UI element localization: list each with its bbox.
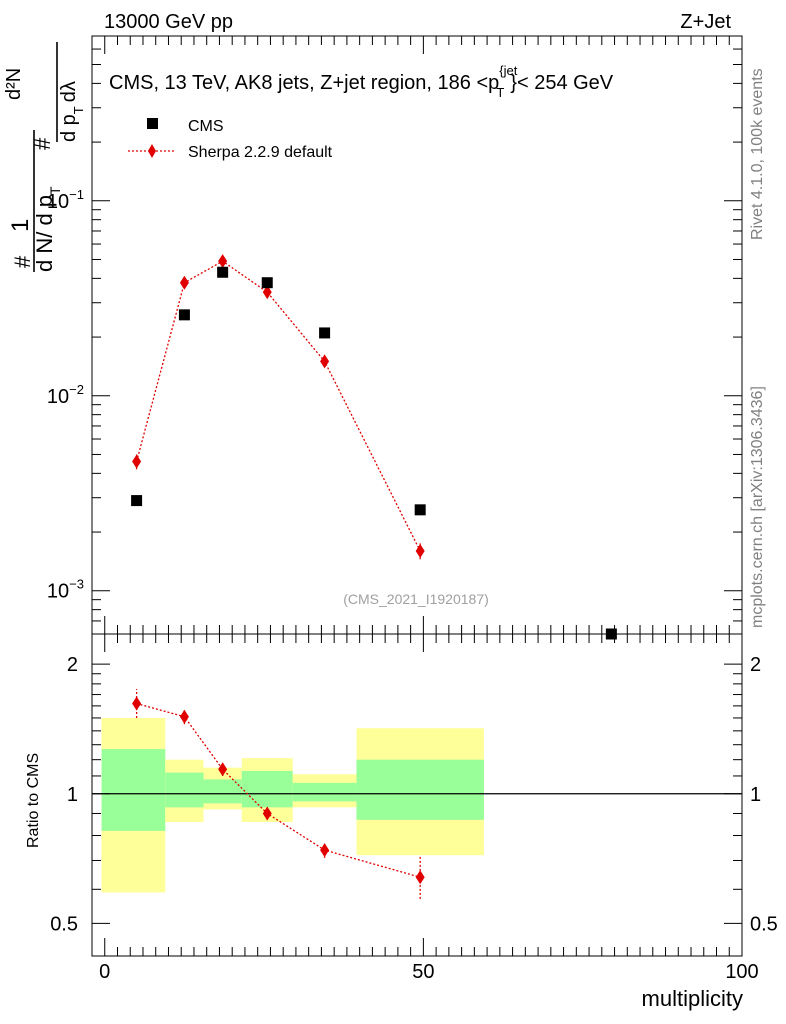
sherpa-point	[262, 285, 272, 300]
ratio-sherpa-point	[415, 870, 425, 885]
ylabel-numerator: d²N	[3, 68, 25, 100]
cms-point	[414, 504, 426, 516]
sherpa-point	[179, 275, 189, 290]
x-tick-label: 50	[412, 961, 434, 983]
ylabel-denominator: d N/ d pT	[32, 186, 63, 272]
band-green	[241, 770, 293, 808]
ratio-y-tick-label: 0.5	[50, 913, 78, 935]
ratio-y-tick-label: 2	[67, 654, 78, 676]
main-y-axis-label: # 1 d N/ d pT # d²N d pTdλ	[3, 42, 86, 272]
plot-title-main: CMS, 13 TeV, AK8 jets, Z+jet region, 186…	[109, 72, 499, 94]
plot-title-sub: T	[496, 85, 504, 100]
main-axis-ticks: 10−110−210−3	[47, 36, 743, 635]
ratio-plot-frame	[91, 633, 743, 957]
main-y-tick-label: 10−3	[47, 577, 84, 603]
ylabel-den-sub: T	[47, 186, 63, 195]
legend-cms-label: CMS	[188, 118, 224, 135]
ratio-sherpa-point	[262, 806, 272, 821]
x-tick-label: 100	[725, 961, 758, 983]
ylabel-den-main: d N/ d p	[32, 195, 57, 272]
ratio-y-tick-label-right: 1	[750, 784, 761, 806]
main-y-tick-label-exponent: −2	[69, 382, 84, 397]
legend-sherpa-marker	[148, 144, 156, 158]
ratio-sherpa-point	[132, 696, 142, 711]
ratio-sherpa-line	[136, 702, 421, 878]
plot-title: CMS, 13 TeV, AK8 jets, Z+jet region, 186…	[109, 63, 614, 100]
rivet-version-label: Rivet 4.1.0, 100k events	[749, 68, 766, 240]
ylabel-hash-2: #	[30, 137, 55, 150]
ratio-marks	[92, 689, 742, 899]
ratio-axis-ticks: 0.5 0.5 1 1 2 2 0 50 100	[50, 634, 778, 983]
cms-point	[319, 327, 331, 339]
ratio-y-tick-label-right: 0.5	[750, 913, 778, 935]
plot-title-sup: {jet	[499, 63, 517, 78]
cms-point	[217, 266, 229, 278]
ratio-sherpa-point	[179, 709, 189, 724]
band-green	[292, 782, 357, 802]
ratio-y-tick-label: 1	[67, 784, 78, 806]
header-energy-label: 13000 GeV pp	[104, 11, 233, 33]
band-green	[165, 772, 204, 808]
ylabel-num-den-tail: dλ	[58, 81, 80, 102]
plot-title-tail: }< 254 GeV	[510, 72, 614, 94]
ylabel-num-denominator: d pTdλ	[58, 81, 86, 142]
ylabel-num-den-main: d p	[58, 114, 80, 142]
mcplots-label: mcplots.cern.ch [arXiv:1306.3436]	[749, 386, 766, 628]
ratio-uncertainty-bands	[101, 717, 484, 893]
main-panel: 10−110−210−3 CMS, 13 TeV, AK8 jets, Z+je…	[47, 35, 743, 640]
main-y-tick-label: 10−2	[47, 382, 84, 408]
ratio-sherpa-point	[218, 762, 228, 777]
ratio-y-tick-label-right: 2	[750, 654, 761, 676]
ylabel-hash: #	[10, 255, 35, 268]
main-y-tick-label-exponent: −1	[69, 187, 84, 202]
sherpa-point	[320, 354, 330, 369]
main-y-tick-label-exponent: −3	[69, 577, 84, 592]
main-marks	[131, 254, 617, 640]
main-y-tick-label-base: 10	[47, 191, 69, 213]
legend: CMS Sherpa 2.2.9 default	[128, 118, 333, 161]
legend-sherpa-label: Sherpa 2.2.9 default	[188, 144, 333, 161]
ratio-sherpa-point	[320, 843, 330, 858]
main-y-tick-label: 10−1	[47, 187, 84, 213]
ratio-y-axis-label: Ratio to CMS	[25, 753, 42, 848]
cms-point	[178, 309, 190, 321]
analysis-watermark: (CMS_2021_I1920187)	[343, 591, 489, 607]
band-green	[101, 749, 166, 831]
x-tick-label: 0	[99, 961, 110, 983]
cms-point	[131, 495, 143, 507]
sherpa-point	[415, 543, 425, 558]
legend-cms-marker	[147, 118, 158, 129]
ylabel-num-den-sub: T	[71, 106, 86, 114]
cms-point	[261, 277, 273, 289]
ylabel-one: 1	[7, 219, 34, 232]
header-process-label: Z+Jet	[680, 11, 731, 33]
main-y-tick-label-base: 10	[47, 386, 69, 408]
band-green	[203, 779, 242, 804]
main-y-tick-label-base: 10	[47, 581, 69, 603]
sherpa-point	[132, 454, 142, 469]
sherpa-line	[135, 260, 421, 552]
sherpa-point	[218, 254, 228, 269]
band-green	[356, 759, 484, 820]
x-axis-label: multiplicity	[642, 986, 743, 1011]
ratio-panel: 0.5 0.5 1 1 2 2 0 50 100 Ratio to CMS multiplici…	[25, 633, 778, 1011]
